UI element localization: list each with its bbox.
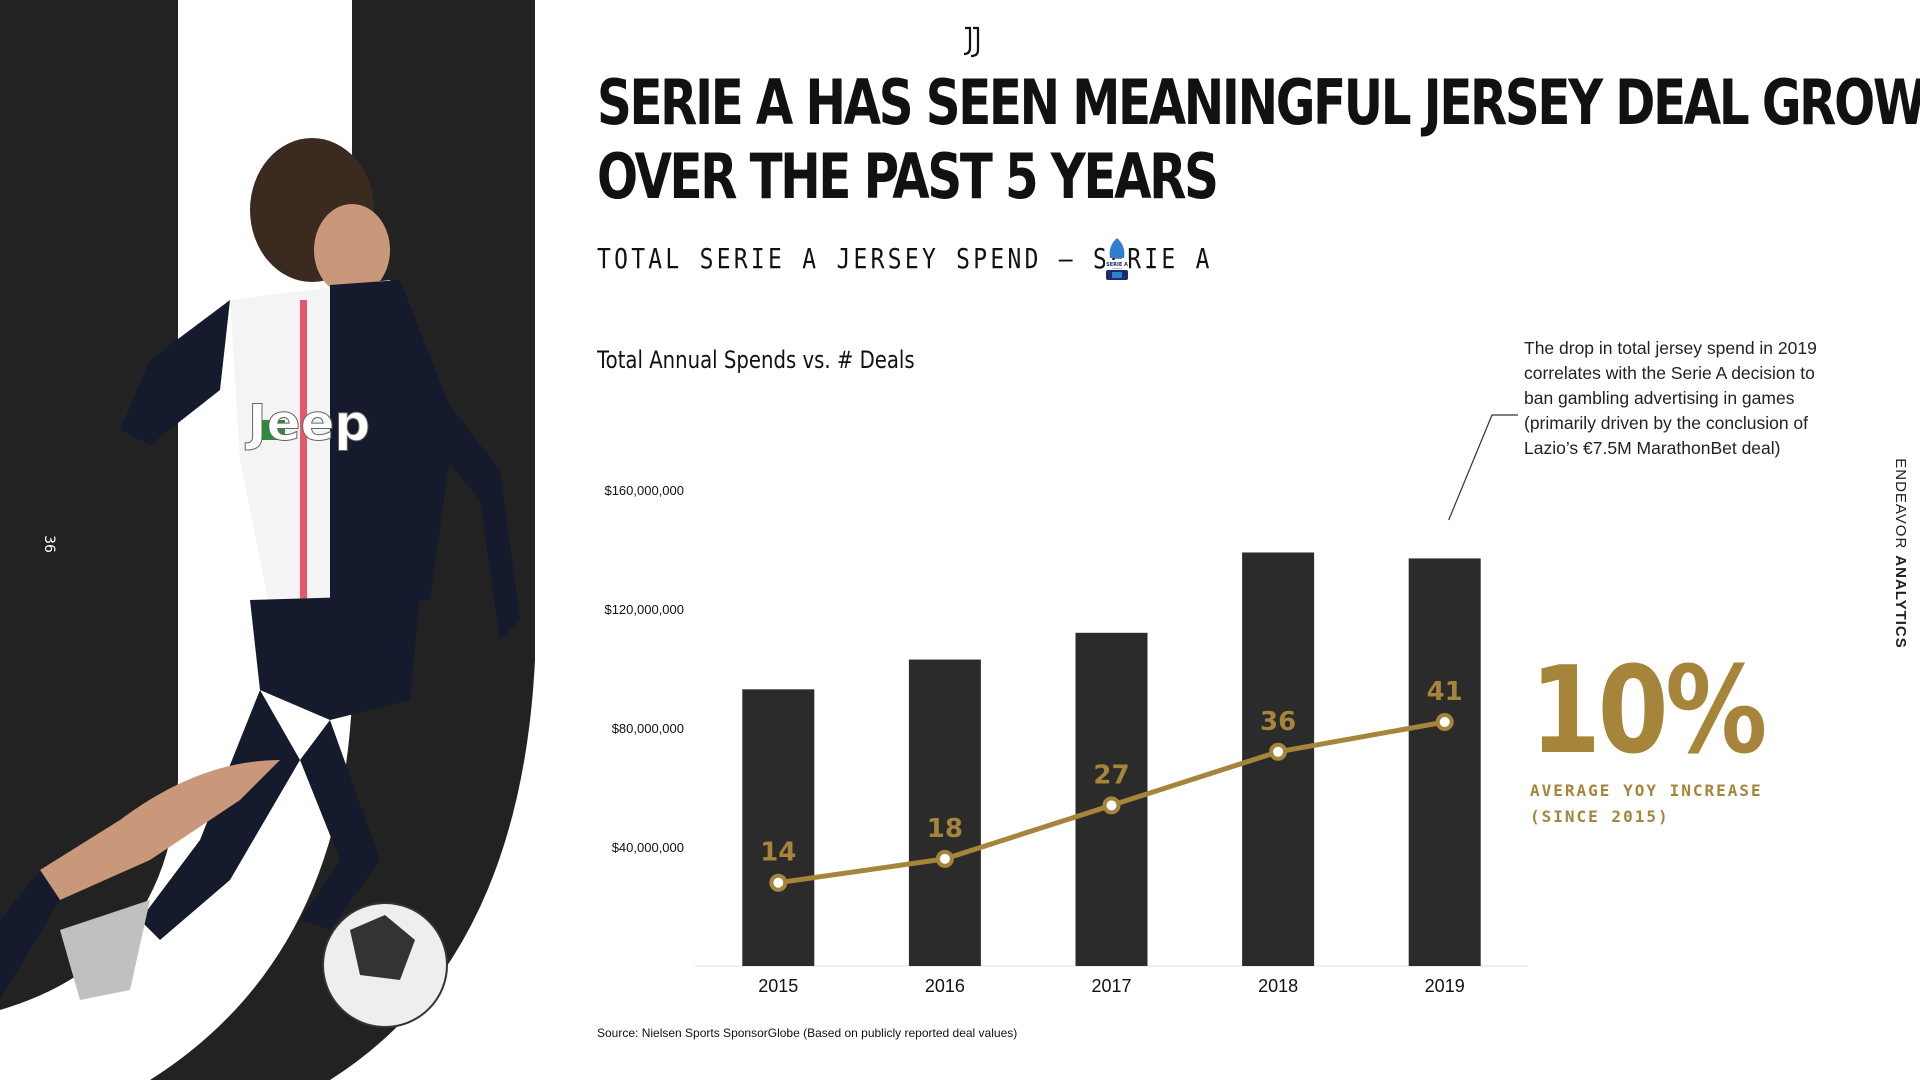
- y-tick-label: $40,000,000: [612, 840, 684, 855]
- x-tick-label: 2017: [1091, 976, 1131, 996]
- annotation-text: The drop in total jersey spend in 2019 c…: [1524, 338, 1817, 458]
- y-tick-label: $120,000,000: [604, 602, 684, 617]
- source-note: Source: Nielsen Sports SponsorGlobe (Bas…: [597, 1026, 1018, 1040]
- deals-data-label: 41: [1427, 677, 1463, 707]
- stat-value: 10%: [1530, 642, 1767, 781]
- y-tick-label: $80,000,000: [612, 721, 684, 736]
- stat-label-line-1: AVERAGE YOY INCREASE: [1530, 781, 1763, 800]
- annotation-leader-line: [1448, 414, 1518, 521]
- bar: [742, 689, 815, 966]
- stat-label-line-2: (SINCE 2015): [1530, 807, 1670, 826]
- deals-point: [769, 873, 788, 892]
- serie-a-logo-icon: SERIE A: [1105, 238, 1129, 280]
- svg-text:Jeep: Jeep: [245, 394, 370, 452]
- juventus-logo-icon: [963, 26, 980, 58]
- deals-data-label: 36: [1260, 707, 1296, 737]
- stripe-background-image: Jeep: [0, 0, 535, 1080]
- y-tick-label: $160,000,000: [604, 483, 684, 498]
- x-tick-label: 2019: [1425, 976, 1465, 996]
- deals-data-label: 27: [1093, 760, 1129, 790]
- stat-label: AVERAGE YOY INCREASE (SINCE 2015): [1530, 778, 1770, 830]
- bar: [908, 659, 981, 966]
- deals-point: [1435, 713, 1454, 732]
- x-tick-label: 2015: [758, 976, 798, 996]
- x-tick-label: 2016: [925, 976, 965, 996]
- player-illustration: Jeep: [0, 138, 520, 1028]
- x-tick-label: 2018: [1258, 976, 1298, 996]
- deals-point: [1102, 796, 1121, 815]
- bar: [1408, 558, 1481, 966]
- section-subtitle: TOTAL SERIE A JERSEY SPEND – SERIE A: [597, 242, 1213, 275]
- deals-point: [935, 849, 954, 868]
- serie-a-logo-text: SERIE A: [1106, 262, 1128, 268]
- player-photo-panel: Jeep 36: [0, 0, 535, 1080]
- deals-data-label: 14: [760, 838, 796, 868]
- deals-point: [1269, 742, 1288, 761]
- title-line-2: over the past 5 years: [597, 140, 1219, 213]
- chart-title: Total Annual Spends vs. # Deals: [597, 346, 915, 374]
- deals-data-label: 18: [927, 814, 963, 844]
